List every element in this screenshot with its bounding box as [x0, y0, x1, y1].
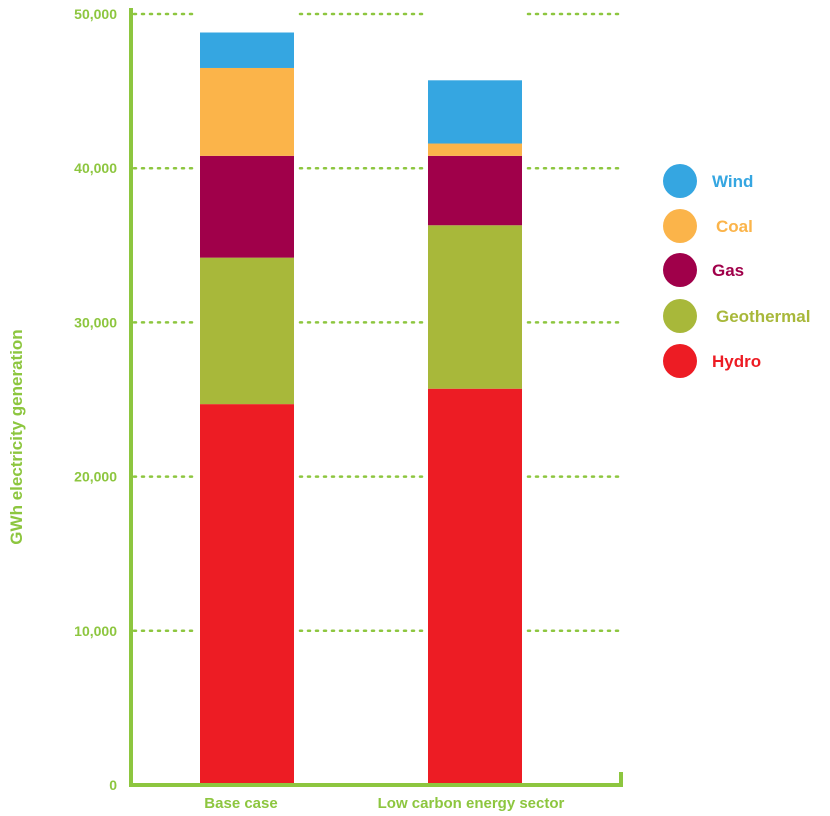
legend: Wind Coal Gas Geothermal Hydro	[663, 164, 810, 378]
bar-hydro-1	[200, 404, 294, 785]
bar-coal-1	[200, 67, 294, 156]
legend-label-geothermal: Geothermal	[716, 307, 810, 326]
y-tick-label: 40,000	[74, 160, 117, 176]
bar-coal-2	[428, 143, 522, 156]
x-category-label: Base case	[204, 795, 277, 812]
legend-swatch-wind	[663, 164, 697, 198]
x-category-label: Low carbon energy sector	[378, 795, 565, 812]
bar-gas-2	[428, 155, 522, 226]
y-tick-label: 0	[109, 777, 117, 793]
legend-swatch-coal	[663, 209, 697, 243]
bar-gas-1	[200, 155, 294, 258]
legend-label-gas: Gas	[712, 261, 744, 280]
gridlines	[132, 12, 624, 633]
legend-label-wind: Wind	[712, 172, 753, 191]
y-tick-label: 30,000	[74, 314, 117, 330]
legend-label-coal: Coal	[716, 217, 753, 236]
legend-swatch-geothermal	[663, 299, 697, 333]
y-tick-label: 10,000	[74, 623, 117, 639]
legend-swatch-gas	[663, 253, 697, 287]
y-axis-title: GWh electricity generation	[7, 329, 26, 544]
bars	[200, 32, 522, 785]
axes	[129, 8, 623, 787]
legend-label-hydro: Hydro	[712, 352, 761, 371]
bar-geothermal-1	[200, 257, 294, 405]
legend-swatch-hydro	[663, 344, 697, 378]
x-category-labels: Base case Low carbon energy sector	[204, 795, 564, 812]
bar-geothermal-2	[428, 225, 522, 389]
y-tick-label: 50,000	[74, 6, 117, 22]
bar-wind-1	[200, 32, 294, 68]
y-tick-labels: 0 10,000 20,000 30,000 40,000 50,000	[74, 6, 117, 793]
y-tick-label: 20,000	[74, 469, 117, 485]
bar-hydro-2	[428, 388, 522, 785]
bar-wind-2	[428, 80, 522, 144]
